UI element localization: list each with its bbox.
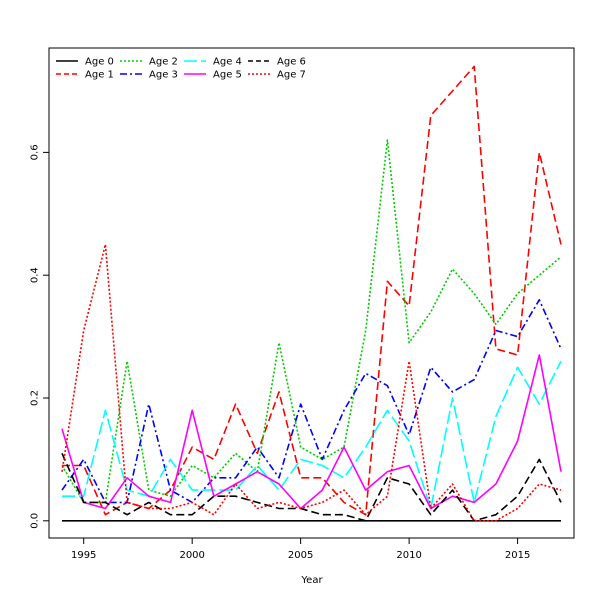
legend-label: Age 0: [85, 57, 114, 68]
x-tick-label: 2015: [505, 550, 530, 561]
y-tick-label: 0.4: [30, 267, 41, 283]
y-tick-label: 0.2: [30, 390, 41, 406]
series-layer: [61, 65, 562, 522]
legend-label: Age 2: [149, 57, 178, 68]
y-tick-label: 0.6: [30, 144, 41, 160]
x-axis: 1995 2000 2005 2010 2015: [71, 537, 530, 561]
legend-label: Age 3: [149, 70, 178, 81]
legend-label: Age 6: [277, 57, 306, 68]
series-line-age-3: [61, 298, 562, 504]
series-line-age-2: [61, 139, 562, 504]
x-tick-label: 1995: [71, 550, 96, 561]
x-axis-label: Year: [300, 575, 323, 586]
plot-frame: [48, 47, 575, 539]
x-tick-label: 2010: [396, 550, 421, 561]
series-line-age-1: [62, 65, 562, 516]
y-tick-label: 0.0: [30, 513, 41, 529]
x-tick-label: 2000: [179, 550, 204, 561]
y-axis: 0.0 0.2 0.4 0.6: [30, 144, 50, 529]
x-tick-label: 2005: [288, 550, 313, 561]
legend: Age 0 Age 1 Age 2 Age 3 Age 4 Age 5 Age 6 Age 7: [56, 57, 306, 81]
legend-label: Age 1: [85, 70, 114, 81]
series-line-age-7: [61, 243, 562, 522]
series-line-age-5: [61, 354, 562, 510]
legend-label: Age 4: [213, 57, 242, 68]
series-line-age-4: [62, 360, 562, 510]
series-line-age-6: [61, 452, 562, 522]
legend-label: Age 7: [277, 70, 306, 81]
legend-label: Age 5: [213, 70, 242, 81]
